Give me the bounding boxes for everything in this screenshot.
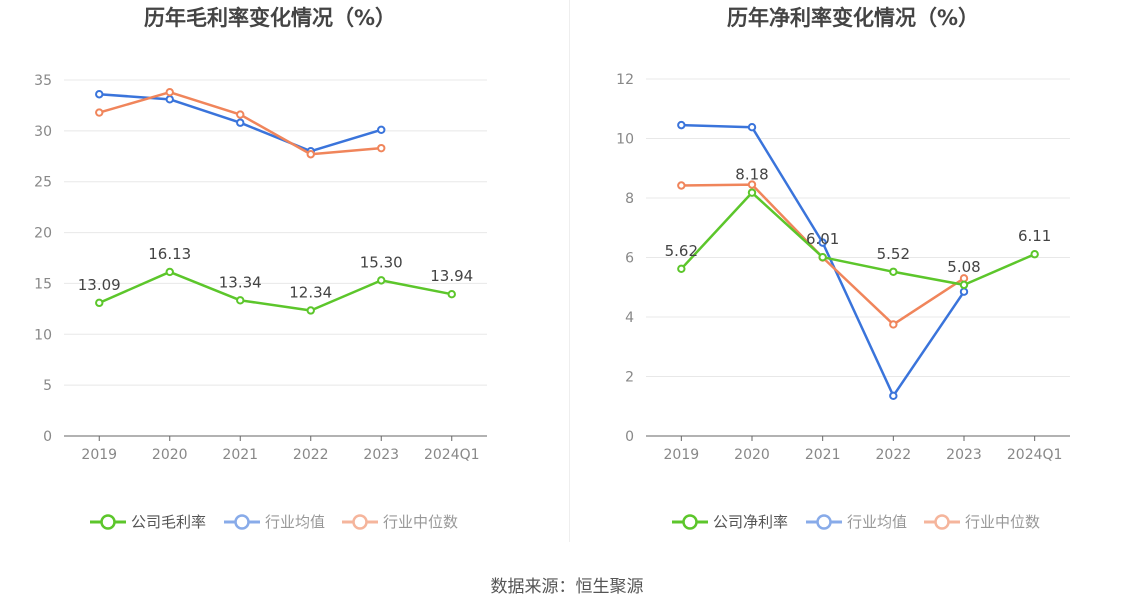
y-tick-label: 4	[625, 310, 634, 326]
data-point-company[interactable]	[165, 267, 174, 277]
y-tick-label: 0	[625, 429, 634, 445]
data-point-industry-avg[interactable]	[236, 118, 245, 127]
legend-label: 行业中位数	[965, 513, 1040, 531]
data-point-industry-median[interactable]	[165, 88, 174, 97]
x-tick-label: 2022	[876, 447, 912, 463]
y-tick-label: 0	[43, 429, 52, 445]
legend-marker	[934, 514, 950, 530]
x-tick-label: 2023	[363, 447, 399, 463]
data-point-industry-avg[interactable]	[889, 391, 898, 401]
series-line-company	[680, 191, 1036, 287]
legend-label: 公司净利率	[713, 513, 788, 531]
legend-label: 行业中位数	[383, 513, 458, 531]
data-point-company[interactable]	[889, 267, 898, 276]
y-tick-label: 8	[625, 191, 634, 207]
data-source: 数据来源：恒生聚源	[490, 577, 644, 597]
legend-item-industry-avg[interactable]: 行业均值	[806, 513, 907, 531]
data-point-industry-median[interactable]	[677, 181, 686, 190]
data-label: 15.30	[360, 253, 403, 271]
x-tick-label: 2024Q1	[424, 447, 480, 463]
data-label: 6.11	[1018, 227, 1051, 245]
legend-marker	[816, 514, 832, 530]
x-tick-label: 2023	[946, 447, 982, 463]
data-point-company[interactable]	[236, 296, 245, 305]
legend-marker	[234, 514, 250, 530]
data-label: 6.01	[806, 230, 839, 248]
x-tick-label: 2021	[222, 447, 258, 463]
data-label: 5.62	[665, 242, 698, 260]
data-label: 13.94	[430, 267, 473, 285]
data-label: 5.08	[947, 258, 980, 276]
y-tick-label: 12	[616, 72, 634, 88]
legend-item-industry-median[interactable]: 行业中位数	[342, 513, 458, 531]
y-tick-label: 35	[34, 73, 52, 89]
data-point-company[interactable]	[818, 253, 827, 262]
chart-title: 历年毛利率变化情况（%）	[144, 6, 396, 30]
legend-marker	[100, 514, 116, 530]
y-tick-label: 10	[616, 132, 634, 148]
y-tick-label: 30	[34, 124, 52, 140]
data-point-company[interactable]	[959, 280, 969, 290]
legend-item-company[interactable]: 公司净利率	[672, 513, 788, 531]
legend-label: 公司毛利率	[131, 513, 206, 531]
net-margin-chart: 历年净利率变化情况（%） 0 2 4 6 8 10 12 2019 2020 2021 2022 20…	[616, 6, 1070, 531]
gross-margin-chart: 历年毛利率变化情况（%） 0 5 10 15 20 25 30 35 2019 2020 2021 2…	[34, 6, 487, 531]
y-tick-label: 5	[43, 378, 52, 394]
y-tick-label: 25	[34, 175, 52, 191]
data-point-industry-avg[interactable]	[377, 125, 386, 135]
data-point-industry-avg[interactable]	[959, 287, 969, 296]
y-tick-label: 20	[34, 226, 52, 242]
legend-item-industry-median[interactable]: 行业中位数	[924, 513, 1040, 531]
data-point-industry-avg[interactable]	[818, 238, 827, 247]
legend-marker	[682, 514, 698, 530]
data-point-company[interactable]	[747, 188, 757, 197]
data-point-industry-median[interactable]	[889, 320, 898, 329]
y-tick-label: 15	[34, 276, 52, 292]
data-point-company[interactable]	[677, 264, 686, 274]
data-point-industry-median[interactable]	[747, 180, 757, 189]
legend-label: 行业均值	[847, 513, 907, 531]
data-label: 13.34	[219, 273, 262, 291]
data-point-industry-median[interactable]	[236, 110, 245, 119]
data-point-industry-median[interactable]	[377, 143, 386, 153]
y-tick-label: 10	[34, 327, 52, 343]
data-point-industry-avg[interactable]	[747, 122, 757, 132]
data-point-company[interactable]	[1030, 250, 1039, 259]
data-label: 5.52	[877, 245, 910, 263]
x-tick-label: 2020	[734, 447, 770, 463]
chart-title: 历年净利率变化情况（%）	[727, 6, 979, 30]
data-point-company[interactable]	[306, 306, 315, 315]
series-line-company	[98, 270, 452, 312]
data-point-industry-avg[interactable]	[95, 90, 104, 99]
legend-label: 行业均值	[265, 513, 325, 531]
data-label: 16.13	[148, 245, 191, 263]
legend-item-company[interactable]: 公司毛利率	[90, 513, 206, 531]
data-label: 12.34	[289, 283, 332, 301]
data-point-industry-median[interactable]	[306, 150, 315, 159]
x-tick-label: 2024Q1	[1007, 447, 1063, 463]
data-point-industry-avg[interactable]	[677, 120, 686, 130]
legend-item-industry-avg[interactable]: 行业均值	[224, 513, 325, 531]
data-point-industry-median[interactable]	[95, 108, 104, 117]
data-point-company[interactable]	[447, 290, 456, 299]
x-tick-label: 2019	[81, 447, 117, 463]
x-tick-label: 2020	[152, 447, 188, 463]
x-tick-label: 2022	[293, 447, 329, 463]
legend-marker	[352, 514, 368, 530]
data-point-company[interactable]	[95, 298, 104, 308]
data-point-industry-avg[interactable]	[165, 95, 174, 104]
data-point-company[interactable]	[377, 276, 386, 285]
x-tick-label: 2019	[664, 447, 700, 463]
y-tick-label: 2	[625, 370, 634, 386]
data-label: 8.18	[735, 166, 768, 184]
chart-divider	[569, 0, 570, 542]
data-point-industry-median[interactable]	[959, 274, 969, 283]
data-label: 13.09	[78, 276, 121, 294]
y-tick-label: 6	[625, 251, 634, 267]
x-tick-label: 2021	[805, 447, 841, 463]
